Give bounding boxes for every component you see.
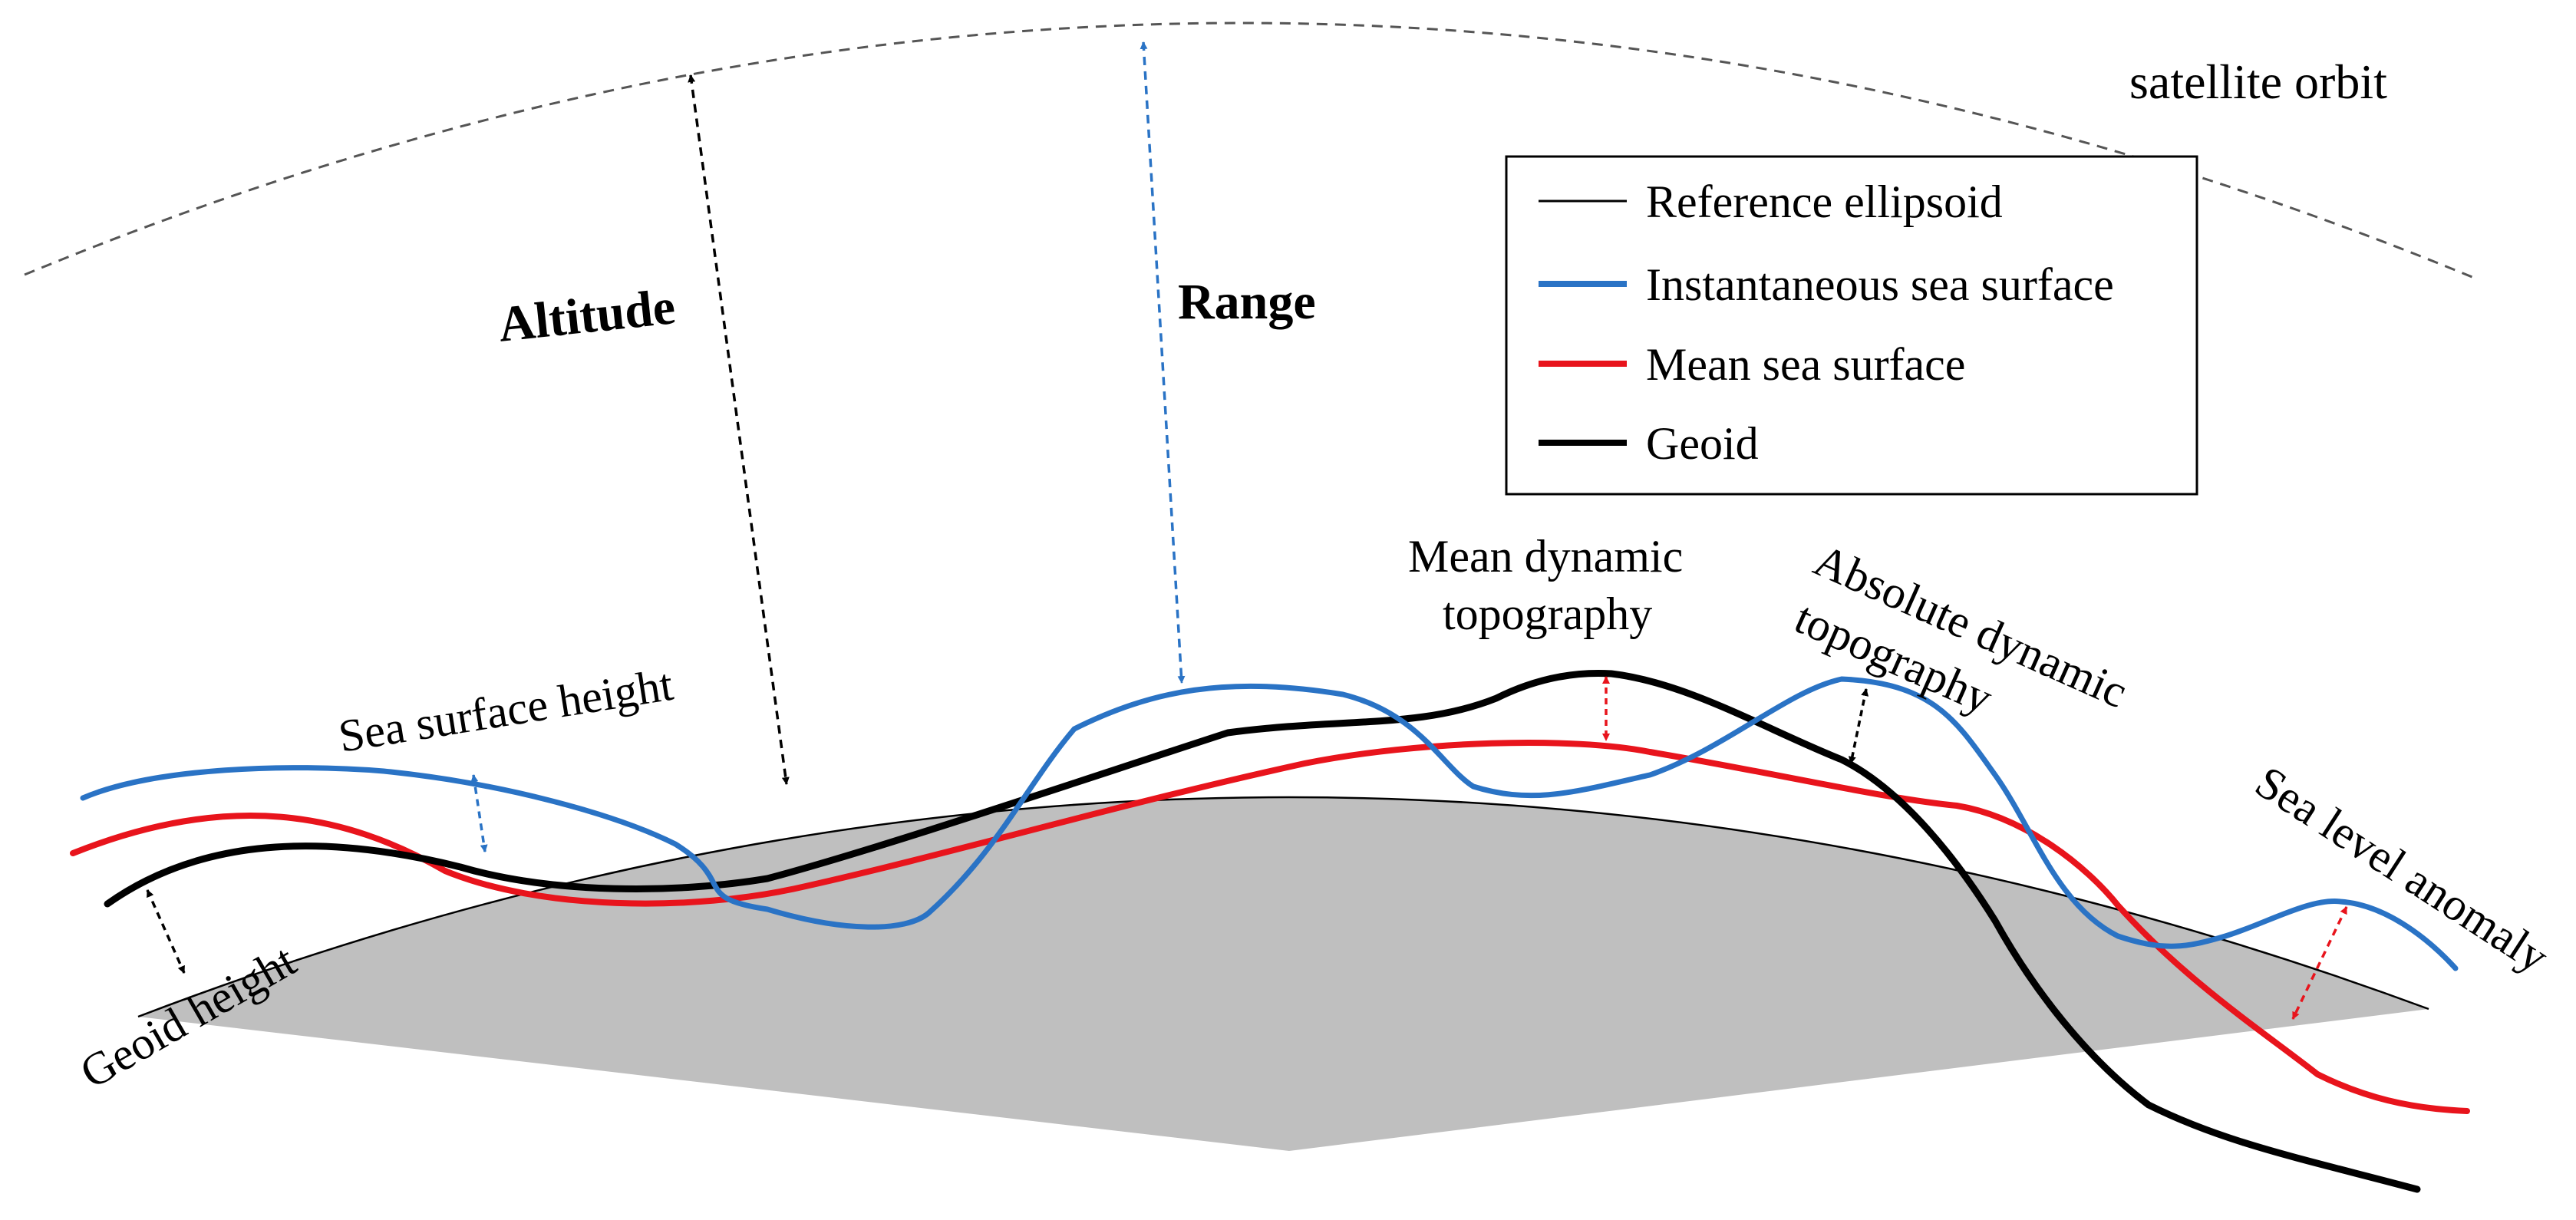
mean-sea-surface-line [70,740,2470,1114]
mean-dynamic-topography-label-line2: topography [1443,589,1652,639]
altitude-arrow [688,74,790,785]
orbit-label: satellite orbit [2129,54,2387,109]
sea-level-anomaly-arrow [2291,906,2348,1020]
satellite-orbit-arc [24,21,2475,279]
altitude-label: Altitude [496,279,678,353]
geoid-height-arrow [146,889,186,974]
legend-label-mean-sea-surface: Mean sea surface [1646,339,1965,390]
range-label: Range [1178,274,1316,330]
legend-label-geoid: Geoid [1646,418,1759,469]
mean-dynamic-topography-label-line1: Mean dynamic [1408,531,1683,582]
sea-surface-height-arrow [470,774,488,852]
sea-surface-height-label: Sea surface height [335,659,677,762]
legend-label-instantaneous-sea-surface: Instantaneous sea surface [1646,259,2114,310]
legend-label-reference-ellipsoid: Reference ellipsoid [1646,176,2003,227]
reference-ellipsoid [138,796,2429,1151]
sea-level-anomaly-label: Sea level anomaly [2247,757,2558,983]
range-arrow [1140,41,1186,684]
geoid-line [104,670,2421,1193]
legend: Reference ellipsoid Instantaneous sea su… [1505,155,2198,496]
absolute-dynamic-topography-arrow [1848,688,1869,764]
instantaneous-sea-surface-line [80,676,2459,971]
legend-box [1505,155,2198,496]
